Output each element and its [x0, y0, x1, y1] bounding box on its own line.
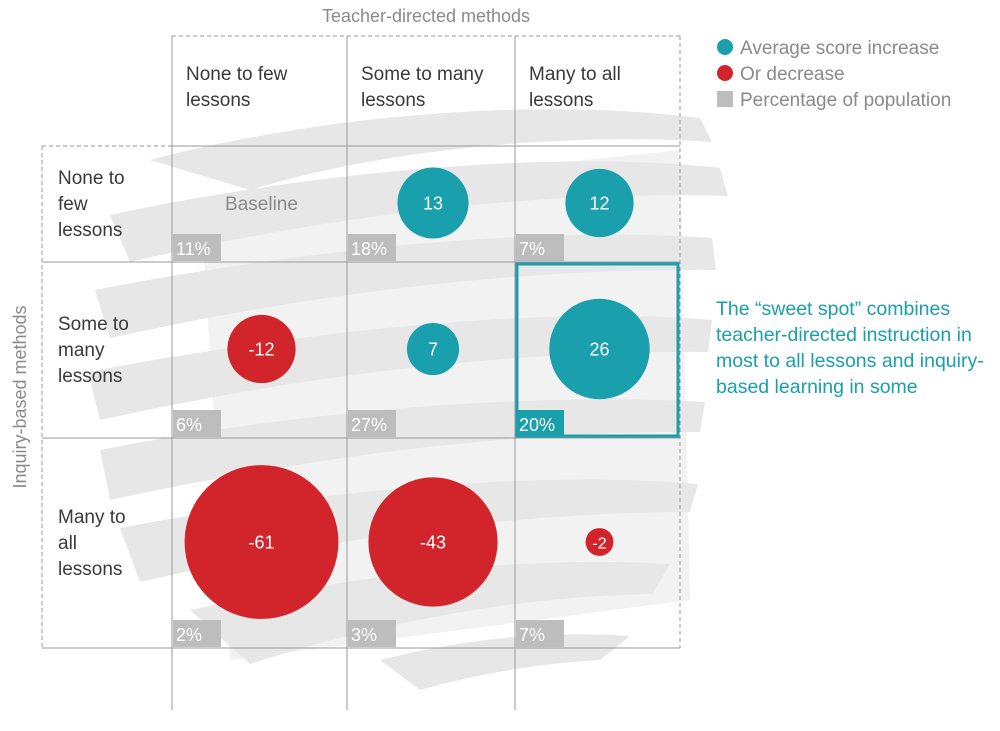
- legend: Average score increase Or decrease Percent…: [717, 38, 951, 111]
- cell-r2-c1-bubble: [227, 314, 296, 384]
- row-header-3-line-3: lessons: [58, 559, 122, 580]
- cell-r2-c2-population-badge: [348, 410, 396, 437]
- sweet-spot-highlight-box: [515, 262, 680, 438]
- cell-r1-c3-value-label: 12: [589, 194, 609, 214]
- cell-r1-c3-population-label: 7%: [519, 239, 545, 259]
- cell-r3-c2-population-badge: [348, 620, 396, 647]
- cell-r2-c3-value-label: 26: [589, 340, 609, 360]
- cell-r1-c2-population-badge: [348, 234, 396, 261]
- legend-marker-1: [717, 39, 733, 55]
- cell-r1-c2-value-label: 13: [423, 194, 443, 214]
- legend-label-3: Percentage of population: [740, 90, 951, 111]
- sweet-spot-annotation: The “sweet spot” combines teacher-direct…: [716, 298, 984, 398]
- cell-r3-c3-population-label: 7%: [519, 625, 545, 645]
- x-axis-title: Teacher-directed methods: [322, 6, 530, 26]
- row-header-2-line-3: lessons: [58, 366, 122, 387]
- cell-r1-c1-population-badge: [173, 234, 221, 261]
- column-header-3-line-2: lessons: [529, 90, 593, 111]
- matrix-cells: Baseline 11% 13 18% 12 7% -12 6% 7 27% 26 20% -61 2% -…: [173, 167, 680, 647]
- column-header-3-line-1: Many to all: [529, 64, 621, 85]
- cell-r1-c3-bubble: [565, 168, 634, 238]
- cell-r1-c3-population-badge: [516, 234, 564, 261]
- cell-r3-c3-population-badge: [516, 620, 564, 647]
- matrix-grid: [41, 35, 681, 710]
- column-headers: None to few lessons Some to many lessons Man…: [186, 64, 621, 111]
- y-axis-title: Inquiry-based methods: [10, 305, 30, 488]
- cell-r2-c1-population-badge: [173, 410, 221, 437]
- cell-r1-c2-bubble: [397, 167, 469, 239]
- row-header-1-line-1: None to: [58, 168, 125, 189]
- cell-r3-c1-value-label: -61: [248, 533, 274, 553]
- row-header-1-line-2: few: [58, 194, 88, 215]
- legend-marker-2: [717, 65, 733, 81]
- legend-label-1: Average score increase: [740, 38, 939, 59]
- cell-r2-c2-population-label: 27%: [351, 415, 387, 435]
- row-header-1-line-3: lessons: [58, 220, 122, 241]
- cell-r2-c3-population-badge: [516, 410, 564, 437]
- row-header-2-line-2: many: [58, 340, 105, 361]
- cell-r2-c1-population-label: 6%: [176, 415, 202, 435]
- cell-r2-c3-population-label: 20%: [519, 415, 555, 435]
- row-header-3-line-2: all: [58, 533, 77, 554]
- cell-r3-c1-population-label: 2%: [176, 625, 202, 645]
- legend-label-2: Or decrease: [740, 64, 845, 85]
- column-header-2-line-1: Some to many: [361, 64, 484, 85]
- cell-r3-c3-bubble: [585, 528, 614, 556]
- row-header-2-line-1: Some to: [58, 314, 129, 335]
- cell-r2-c2-bubble: [406, 322, 460, 376]
- cell-r3-c2-population-label: 3%: [351, 625, 377, 645]
- cell-r2-c1-value-label: -12: [248, 340, 274, 360]
- legend-marker-3: [717, 91, 733, 107]
- cell-r3-c2-bubble: [368, 477, 498, 607]
- row-header-3-line-1: Many to: [58, 507, 126, 528]
- row-headers: None to few lessons Some to many lessons Many …: [58, 168, 129, 580]
- cell-r3-c2-value-label: -43: [420, 533, 446, 553]
- cell-r1-c1-baseline-label: Baseline: [225, 194, 298, 215]
- column-header-2-line-2: lessons: [361, 90, 425, 111]
- column-header-1-line-1: None to few: [186, 64, 288, 85]
- cell-r3-c3-value-label: -2: [592, 536, 606, 553]
- cell-r3-c1-population-badge: [173, 620, 221, 647]
- column-header-1-line-2: lessons: [186, 90, 250, 111]
- cell-r2-c3-bubble: [549, 298, 650, 400]
- cell-r1-c2-population-label: 18%: [351, 239, 387, 259]
- cell-r1-c1-population-label: 11%: [176, 239, 211, 259]
- cell-r2-c2-value-label: 7: [428, 340, 438, 360]
- cell-r3-c1-bubble: [184, 465, 339, 619]
